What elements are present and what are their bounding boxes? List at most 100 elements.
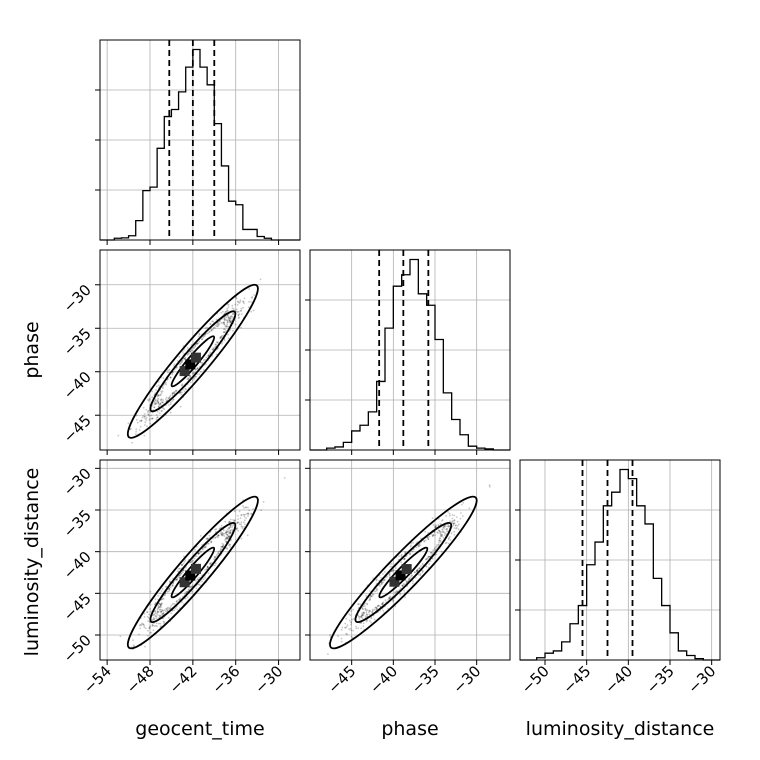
scatter-point (181, 571, 184, 574)
xlabel-geocent-time: geocent_time (135, 718, 264, 740)
scatter-point (157, 610, 160, 613)
scatter-point (216, 535, 218, 538)
scatter-point (232, 519, 235, 521)
scatter-point (183, 592, 186, 595)
scatter-point (418, 543, 421, 546)
scatter-point (388, 572, 391, 575)
scatter-point (412, 582, 414, 585)
scatter-point (239, 517, 242, 519)
scatter-point (233, 520, 236, 523)
scatter-point (181, 563, 183, 566)
scatter-point (369, 595, 372, 598)
scatter-point (156, 385, 158, 388)
scatter-point (228, 535, 231, 538)
scatter-point (151, 417, 153, 420)
scatter-point (362, 612, 365, 615)
scatter-point (229, 319, 231, 322)
scatter-point (437, 532, 439, 534)
scatter-point (404, 557, 406, 560)
scatter-point (189, 561, 192, 564)
scatter-point (252, 508, 255, 510)
scatter-point (202, 368, 205, 371)
scatter-point (327, 653, 329, 655)
scatter-point (226, 537, 229, 540)
scatter-point (227, 536, 230, 539)
scatter-point (219, 337, 222, 340)
scatter-point (453, 527, 456, 529)
scatter-point (227, 337, 230, 340)
scatter-point (179, 362, 182, 364)
scatter-point (362, 605, 365, 608)
scatter-point (399, 587, 402, 590)
scatter-point (221, 532, 224, 535)
scatter-point (438, 529, 441, 532)
scatter-point (451, 517, 454, 520)
scatter-point (208, 534, 211, 537)
scatter-point (460, 503, 463, 506)
scatter-point (360, 627, 363, 630)
scatter-point (440, 534, 443, 537)
scatter-point (148, 398, 151, 401)
scatter-point (376, 605, 379, 608)
scatter-point (229, 529, 232, 532)
scatter-point (230, 315, 233, 318)
scatter-point (371, 608, 374, 611)
scatter-point (209, 351, 212, 354)
scatter-point (453, 514, 456, 517)
density-block (179, 366, 190, 377)
scatter-point (158, 622, 160, 625)
scatter-point (357, 603, 360, 605)
scatter-point (226, 309, 229, 312)
scatter-point (251, 296, 254, 298)
scatter-point (357, 615, 360, 618)
scatter-point (453, 519, 456, 521)
scatter-point (204, 358, 206, 361)
scatter-point (231, 307, 234, 310)
scatter-point (226, 325, 228, 328)
scatter-point (162, 401, 164, 404)
scatter-point (444, 542, 447, 544)
scatter-point (235, 297, 238, 300)
scatter-point (405, 580, 408, 582)
scatter-point (169, 607, 172, 609)
scatter-point (230, 321, 233, 323)
scatter-point (127, 422, 130, 425)
scatter-point (425, 558, 428, 560)
scatter-point (226, 533, 228, 536)
scatter-point (160, 598, 163, 601)
scatter-point (206, 542, 209, 545)
scatter-point (204, 546, 207, 549)
scatter-point (148, 626, 151, 628)
scatter-point (229, 315, 232, 318)
scatter-point (213, 326, 216, 329)
scatter-point (243, 513, 246, 516)
scatter-point (184, 356, 187, 359)
scatter-point (190, 560, 193, 562)
scatter-point (175, 579, 178, 581)
scatter-point (205, 326, 208, 329)
scatter-point (424, 530, 426, 533)
scatter-point (197, 552, 200, 555)
scatter-point (210, 540, 213, 543)
scatter-point (159, 622, 162, 625)
scatter-point (181, 360, 183, 363)
scatter-point (171, 584, 174, 587)
scatter-point (248, 300, 250, 303)
scatter-point (172, 398, 175, 401)
density-block (401, 564, 412, 575)
scatter-point (160, 410, 163, 412)
scatter-point (158, 608, 161, 611)
scatter-point (156, 612, 158, 615)
scatter-point (381, 603, 384, 606)
scatter-point (229, 320, 232, 323)
scatter-point (381, 602, 384, 605)
scatter-point (215, 562, 217, 565)
scatter-point (149, 610, 152, 613)
scatter-point (227, 530, 229, 532)
scatter-point (329, 634, 331, 637)
xtick-label: −50 (518, 662, 553, 697)
scatter-point (157, 398, 159, 401)
scatter-point (158, 412, 161, 415)
scatter-point (156, 416, 159, 419)
scatter-point (162, 613, 165, 615)
